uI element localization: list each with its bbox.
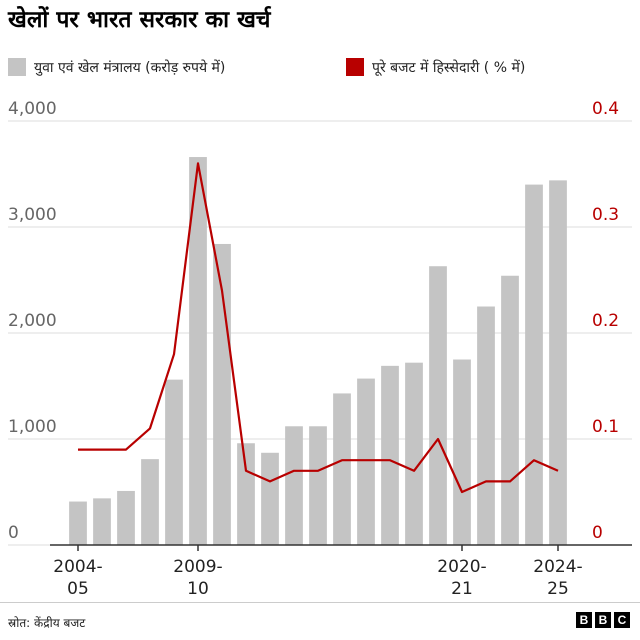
bar xyxy=(117,490,135,545)
y-right-tick-label: 0.1 xyxy=(592,417,619,437)
bar xyxy=(357,378,375,545)
legend-label-spending: युवा एवं खेल मंत्रालय (करोड़ रुपये में) xyxy=(34,59,226,76)
bbc-logo-letter: B xyxy=(595,612,611,628)
bbc-logo: B B C xyxy=(576,612,630,628)
legend-swatch-bar xyxy=(8,58,26,76)
bar xyxy=(141,459,159,545)
y-right-tick-label: 0.2 xyxy=(592,311,619,331)
bar xyxy=(501,275,519,545)
bar xyxy=(261,452,279,545)
bar xyxy=(549,180,567,546)
bar xyxy=(381,365,399,545)
y-left-tick-label: 1,000 xyxy=(8,417,57,437)
bar xyxy=(405,362,423,545)
bar xyxy=(429,266,447,545)
x-tick-label: 2009-10 xyxy=(173,557,222,599)
legend-swatch-line xyxy=(346,58,364,76)
y-left-tick-label: 2,000 xyxy=(8,311,57,331)
y-left-tick-label: 0 xyxy=(8,523,19,543)
combo-chart: 0 1,000 2,000 3,000 4,000 0 0.1 0.2 0.3 0.4 2004-0… xyxy=(8,99,632,599)
bar xyxy=(69,501,87,545)
x-tick-label: 2004-05 xyxy=(53,557,102,599)
chart-title: खेलों पर भारत सरकार का खर्च xyxy=(8,7,271,33)
bar xyxy=(285,426,303,545)
y-right-tick-label: 0.4 xyxy=(592,99,619,119)
bar xyxy=(525,184,543,545)
bar xyxy=(93,498,111,545)
legend-item-share: पूरे बजट में हिस्सेदारी ( % में) xyxy=(346,56,525,78)
bbc-logo-letter: C xyxy=(614,612,630,628)
legend-label-share: पूरे बजट में हिस्सेदारी ( % में) xyxy=(372,59,526,76)
x-tick-label: 2020-21 xyxy=(437,557,486,599)
bbc-logo-letter: B xyxy=(576,612,592,628)
bar xyxy=(333,393,351,545)
x-tick-label: 2024-25 xyxy=(533,557,582,599)
bar xyxy=(453,359,471,545)
y-left-tick-label: 4,000 xyxy=(8,99,57,119)
source-note: स्रोत: केंद्रीय बजट xyxy=(8,616,86,630)
bar xyxy=(309,426,327,545)
y-left-tick-label: 3,000 xyxy=(8,205,57,225)
y-right-tick-label: 0 xyxy=(592,523,603,543)
bar xyxy=(189,157,207,545)
bar xyxy=(237,443,255,545)
footer-divider xyxy=(0,602,640,603)
bar xyxy=(165,379,183,545)
bar xyxy=(477,306,495,545)
y-right-tick-label: 0.3 xyxy=(592,205,619,225)
legend-item-spending: युवा एवं खेल मंत्रालय (करोड़ रुपये में) xyxy=(8,56,225,78)
